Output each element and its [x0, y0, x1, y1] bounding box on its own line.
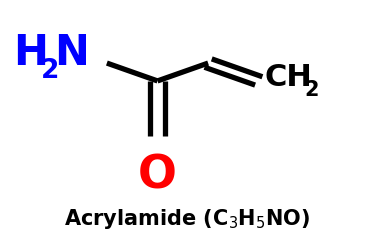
Text: O: O — [138, 154, 177, 198]
Text: H: H — [13, 32, 48, 74]
Text: CH: CH — [264, 63, 312, 92]
Text: N: N — [54, 32, 89, 74]
Text: 2: 2 — [304, 80, 319, 100]
Text: Acrylamide (C$_3$H$_5$NO): Acrylamide (C$_3$H$_5$NO) — [64, 207, 311, 231]
Text: 2: 2 — [41, 59, 60, 84]
